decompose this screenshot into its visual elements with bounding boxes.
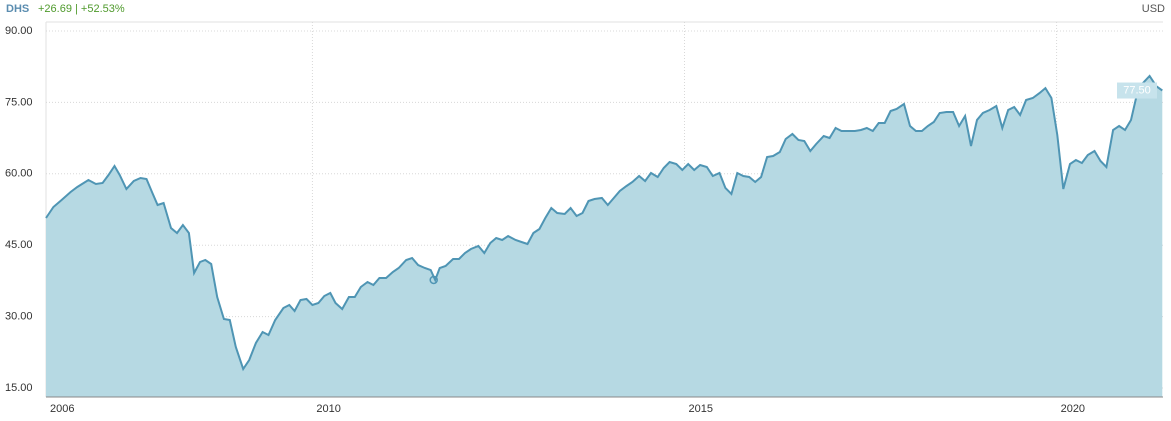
y-tick-label: 15.00	[5, 382, 33, 394]
y-tick-label: 30.00	[5, 310, 33, 322]
x-tick-label: 2010	[316, 403, 340, 415]
area	[46, 76, 1163, 397]
line	[45, 74, 1163, 372]
currency: USD	[1142, 3, 1165, 15]
x-tick-label: 2020	[1061, 403, 1085, 415]
x-tick-label: 2015	[688, 403, 712, 415]
y-tick-label: 75.00	[5, 96, 33, 108]
event-marker	[429, 275, 438, 285]
x-tick-label: 2006	[50, 403, 74, 415]
ticker: DHS	[6, 3, 29, 15]
y-tick-label: 90.00	[5, 25, 33, 37]
change: +26.69 | +52.53%	[38, 3, 125, 15]
last-value-box	[1117, 82, 1157, 99]
y-tick-label: 45.00	[5, 239, 33, 251]
y-tick-label: 60.00	[5, 168, 33, 180]
last-value-label: 77.50	[1123, 84, 1151, 96]
